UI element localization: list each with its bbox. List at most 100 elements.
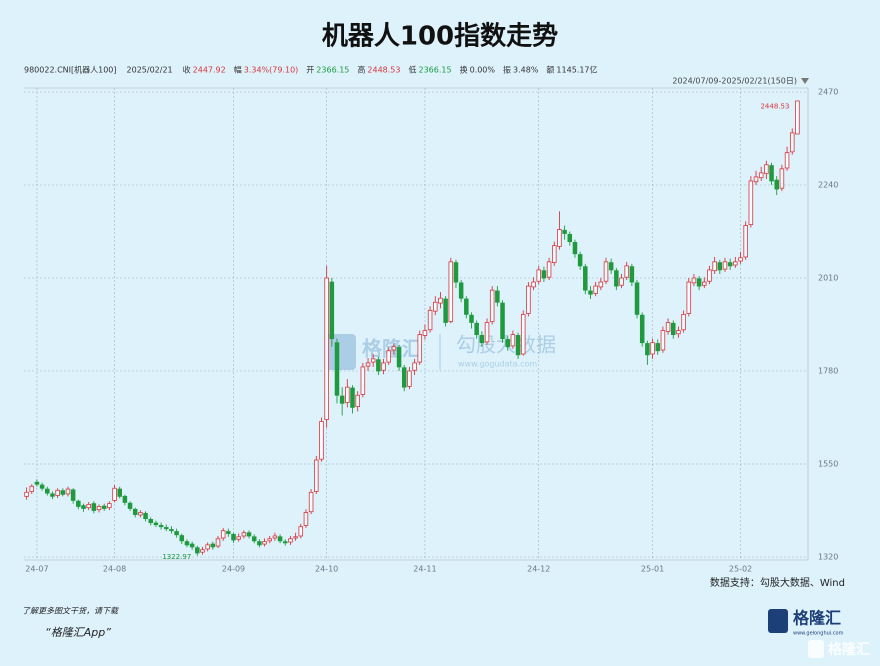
candle-body xyxy=(536,269,542,282)
candle-body xyxy=(205,544,210,550)
candle-body xyxy=(412,362,417,371)
candle-body xyxy=(143,512,148,519)
candle-body xyxy=(303,512,309,526)
info-label: 980022.CNI[机器人100] xyxy=(24,65,117,75)
candle-body xyxy=(70,489,76,501)
info-label: 2025/02/21 xyxy=(127,66,173,75)
y-tick-label: 1320 xyxy=(818,553,838,562)
candle-body xyxy=(293,536,298,539)
candle-body xyxy=(479,335,485,344)
candle-body xyxy=(107,503,112,509)
candle-body xyxy=(189,543,195,548)
candle-body xyxy=(241,532,247,537)
candle-body xyxy=(650,342,655,355)
candle-body xyxy=(634,282,640,315)
dropdown-arrow[interactable] xyxy=(801,78,809,84)
candle-body xyxy=(546,261,552,278)
y-tick-label: 2010 xyxy=(818,274,838,283)
candle-body xyxy=(598,281,604,288)
y-tick-label: 2240 xyxy=(818,181,838,190)
candle-body xyxy=(686,281,692,314)
candle-body xyxy=(510,334,516,347)
candle-body xyxy=(308,491,314,513)
candle-body xyxy=(101,505,107,509)
candle-body xyxy=(236,536,241,540)
candle-body xyxy=(246,532,252,537)
candle-body xyxy=(381,362,386,371)
x-tick-label: 24-07 xyxy=(25,565,48,574)
info-value: 1145.17亿 xyxy=(556,65,597,75)
candle-body xyxy=(50,493,55,497)
candle-body xyxy=(427,309,433,331)
candle-body xyxy=(132,508,138,515)
candle-body xyxy=(572,242,578,255)
candle-body xyxy=(298,526,304,537)
candle-body xyxy=(474,322,479,336)
candle-body xyxy=(603,261,609,282)
candle-body xyxy=(593,285,598,294)
candle-body xyxy=(515,335,521,356)
x-tick-label: 24-09 xyxy=(222,565,245,574)
candle-body xyxy=(774,179,779,190)
candle-body xyxy=(769,165,774,182)
candle-body xyxy=(339,395,345,404)
candle-body xyxy=(355,394,360,407)
info-value: 2366.15 xyxy=(418,66,451,75)
chart-title: 机器人100指数走势 xyxy=(322,22,558,52)
candle-body xyxy=(639,314,645,344)
candle-body xyxy=(117,488,122,497)
candle-body xyxy=(660,330,666,351)
candle-body xyxy=(319,421,324,460)
info-value: 3.48% xyxy=(513,66,539,75)
candle-body xyxy=(670,322,676,336)
candle-body xyxy=(458,282,464,299)
x-tick-label: 25-02 xyxy=(729,565,752,574)
candle-body xyxy=(153,522,159,526)
candle-body xyxy=(464,298,469,315)
candle-body xyxy=(257,541,262,546)
candle-body xyxy=(665,322,671,332)
source: 数据支持：勾股大数据、Wind xyxy=(710,576,845,589)
candle-body xyxy=(148,518,154,524)
x-tick-label: 24-10 xyxy=(315,565,338,574)
max-annotation: 2448.53 xyxy=(760,103,789,111)
footer-line2: “格隆汇App” xyxy=(45,626,111,639)
candle-body xyxy=(314,459,319,492)
candle-body xyxy=(169,529,174,532)
candle-body xyxy=(396,347,402,368)
candle-body xyxy=(655,343,660,352)
candle-body xyxy=(376,359,381,372)
candle-body xyxy=(272,535,278,539)
candle-body xyxy=(624,265,629,278)
candle-body xyxy=(360,366,366,395)
corner-icon xyxy=(808,640,824,658)
y-tick-label: 1550 xyxy=(818,460,838,469)
candle-body xyxy=(738,257,743,262)
candle-body xyxy=(789,132,795,153)
info-label: 换 xyxy=(460,65,468,75)
range-label: 2024/07/09-2025/02/21(150日) xyxy=(672,77,797,86)
candle-body xyxy=(45,488,50,494)
candle-body xyxy=(267,538,272,542)
x-tick-label: 24-11 xyxy=(413,565,436,574)
candle-body xyxy=(407,370,412,387)
candle-body xyxy=(34,481,40,485)
candle-body xyxy=(753,176,759,183)
candle-body xyxy=(24,491,29,497)
candle-body xyxy=(365,362,371,367)
candle-body xyxy=(484,322,490,343)
x-tick-label: 24-12 xyxy=(527,565,550,574)
candle-body xyxy=(29,485,35,492)
candle-body xyxy=(55,489,60,496)
candle-body xyxy=(733,261,738,266)
info-label: 高 xyxy=(357,65,365,75)
candle-body xyxy=(277,536,283,542)
candle-body xyxy=(520,313,526,355)
candle-body xyxy=(138,512,143,516)
candle-body xyxy=(608,262,614,271)
logo-icon xyxy=(768,609,788,633)
candle-body xyxy=(86,504,91,509)
candle-body xyxy=(567,233,573,243)
candle-body xyxy=(645,343,650,356)
